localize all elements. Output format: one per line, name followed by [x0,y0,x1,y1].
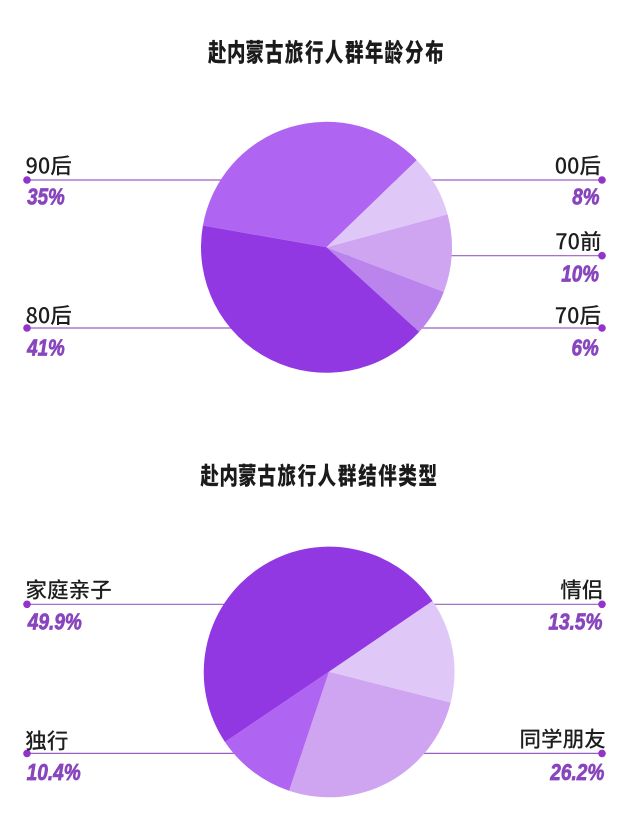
svg-text:41%: 41% [26,336,65,361]
svg-text:49.9%: 49.9% [27,609,82,635]
svg-text:13.5%: 13.5% [548,609,602,635]
svg-text:8%: 8% [572,185,600,210]
svg-text:35%: 35% [27,185,65,210]
svg-text:26.2%: 26.2% [549,759,604,785]
svg-text:6%: 6% [572,336,600,361]
svg-text:10.4%: 10.4% [27,759,81,785]
svg-text:10%: 10% [561,262,599,287]
